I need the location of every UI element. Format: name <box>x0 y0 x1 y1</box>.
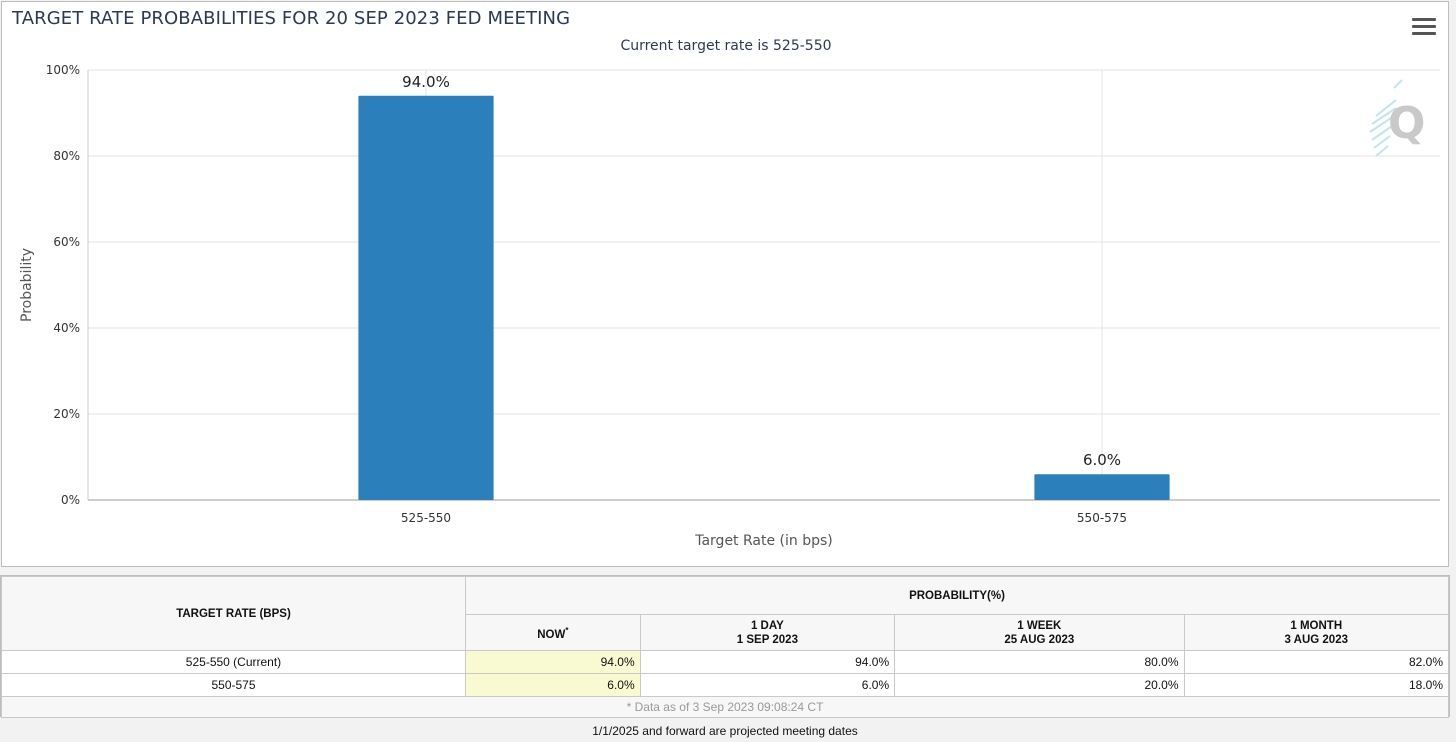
x-tick-label: 550-575 <box>1077 511 1127 525</box>
rate-cell: 525-550 (Current) <box>1 650 466 674</box>
footer-note: 1/1/2025 and forward are projected meeti… <box>592 724 858 738</box>
value-cell-1-day: 94.0% <box>639 650 896 674</box>
col-header-1-week: 1 WEEK 25 AUG 2023 <box>894 614 1185 651</box>
x-tick-label: 525-550 <box>401 511 451 525</box>
value-cell-1-week: 80.0% <box>894 650 1185 674</box>
y-tick-label: 80% <box>53 149 80 163</box>
y-axis-title: Probability <box>19 248 35 322</box>
x-axis-title: Target Rate (in bps) <box>694 533 833 549</box>
y-tick-label: 60% <box>53 235 80 249</box>
probability-table: TARGET RATE (BPS) PROBABILITY(%) NOW* 1 … <box>1 576 1450 718</box>
value-cell-now: 6.0% <box>464 673 641 697</box>
data-timestamp-note: * Data as of 3 Sep 2023 09:08:24 CT <box>1 696 1449 718</box>
value-cell-1-month: 18.0% <box>1183 673 1449 697</box>
value-cell-1-day: 6.0% <box>639 673 896 697</box>
col-header-1-day: 1 DAY 1 SEP 2023 <box>639 614 896 651</box>
y-tick-label: 0% <box>61 493 80 507</box>
data-label: 6.0% <box>1083 451 1121 469</box>
rate-cell: 550-575 <box>1 673 466 697</box>
bar-chart: 0% 20% 40% 60% 80% 100% 94.0% 525-550 6.0% 550-57… <box>19 63 1440 549</box>
bar <box>1034 474 1170 500</box>
value-cell-now: 94.0% <box>464 650 641 674</box>
y-tick-label: 40% <box>53 321 80 335</box>
chart-title: TARGET RATE PROBABILITIES FOR 20 SEP 202… <box>12 8 571 29</box>
table-row: 550-575 6.0% 6.0% 20.0% 18.0% <box>1 673 1449 697</box>
hamburger-menu-icon[interactable] <box>1412 18 1436 38</box>
value-cell-1-month: 82.0% <box>1183 650 1449 674</box>
bar <box>358 95 494 501</box>
chart-subtitle: Current target rate is 525-550 <box>620 38 832 54</box>
table-row: 525-550 (Current) 94.0% 94.0% 80.0% 82.0… <box>1 650 1449 674</box>
probability-table-panel: TARGET RATE (BPS) PROBABILITY(%) NOW* 1 … <box>0 575 1450 718</box>
target-rate-header: TARGET RATE (BPS) <box>1 576 466 651</box>
svg-text:Q: Q <box>1388 98 1425 149</box>
col-header-now: NOW* <box>464 614 641 651</box>
col-header-1-month: 1 MONTH 3 AUG 2023 <box>1183 614 1449 651</box>
y-tick-label: 20% <box>53 407 80 421</box>
y-tick-label: 100% <box>46 63 80 77</box>
data-label: 94.0% <box>402 73 450 91</box>
chart-panel: TARGET RATE PROBABILITIES FOR 20 SEP 202… <box>1 1 1449 567</box>
value-cell-1-week: 20.0% <box>894 673 1185 697</box>
probability-header: PROBABILITY(%) <box>464 576 1450 615</box>
quikstrike-logo-icon: Q <box>1369 79 1425 157</box>
